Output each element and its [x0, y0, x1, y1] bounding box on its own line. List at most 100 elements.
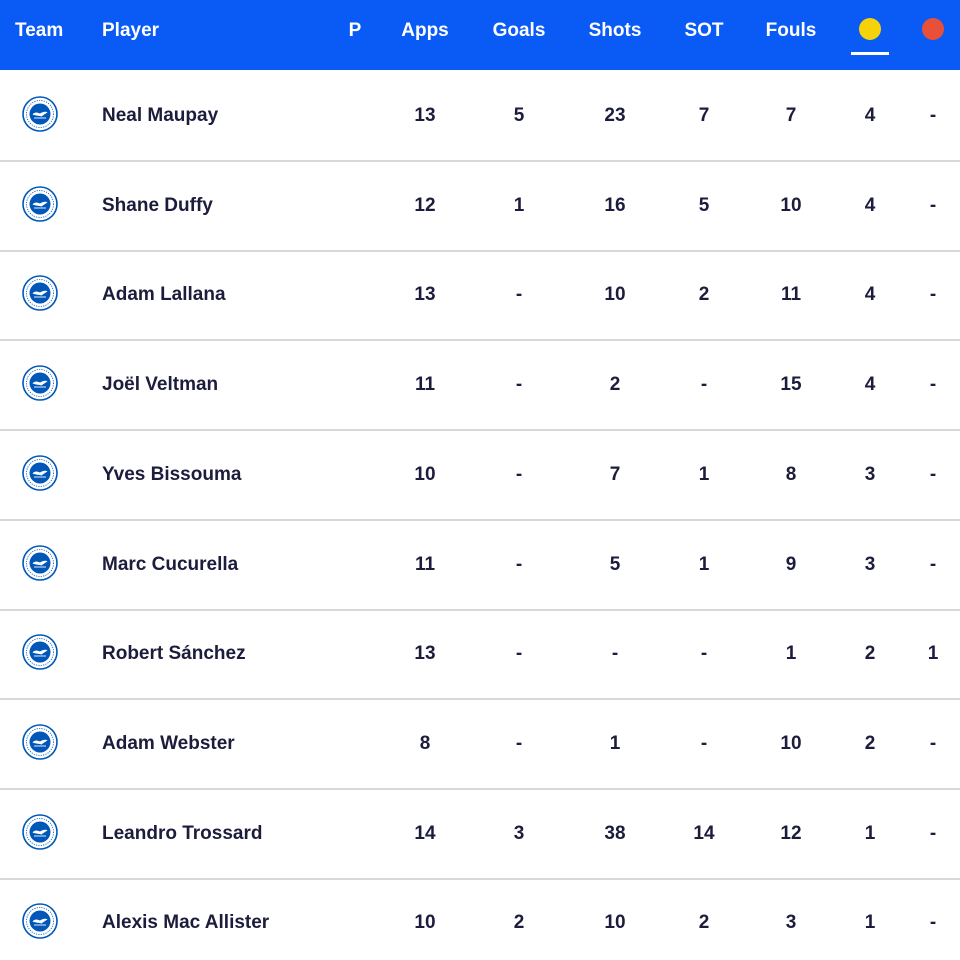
fouls-value: 10: [780, 195, 802, 216]
fouls-value: 15: [780, 374, 802, 395]
player-name[interactable]: Leandro Trossard: [102, 823, 263, 844]
goals-value: -: [515, 464, 523, 485]
apps-value: 14: [414, 823, 436, 844]
sot-value: 5: [698, 195, 710, 216]
column-header-player[interactable]: Player: [102, 20, 160, 41]
sot-value: -: [700, 643, 708, 664]
brighton-crest-icon: [22, 545, 58, 581]
shots-value: 23: [604, 105, 626, 126]
apps-value: 10: [414, 464, 436, 485]
table-row: Neal Maupay 13 5 23 7 7 4 -: [0, 71, 960, 162]
table-row: Yves Bissouma 10 - 7 1 8 3 -: [0, 430, 960, 521]
shots-value: 38: [604, 823, 626, 844]
column-header-red-cards[interactable]: [910, 0, 956, 62]
table-row: Adam Lallana 13 - 10 2 11 4 -: [0, 250, 960, 341]
column-header-apps[interactable]: Apps: [401, 20, 449, 41]
goals-value: -: [515, 374, 523, 395]
fouls-value: 9: [785, 554, 797, 575]
apps-value: 13: [414, 105, 436, 126]
sot-value: 14: [693, 823, 715, 844]
yellow-cards-value: 2: [864, 733, 876, 754]
player-name[interactable]: Robert Sánchez: [102, 643, 246, 664]
player-name[interactable]: Neal Maupay: [102, 105, 219, 126]
team-cell: [22, 250, 58, 339]
player-name[interactable]: Yves Bissouma: [102, 464, 242, 485]
column-header-shots[interactable]: Shots: [588, 20, 642, 41]
column-header-goals[interactable]: Goals: [492, 20, 546, 41]
goals-value: 5: [513, 105, 525, 126]
table-row: Robert Sánchez 13 - - - 1 2 1: [0, 609, 960, 700]
team-cell: [22, 161, 58, 250]
red-cards-value: -: [929, 823, 937, 844]
sot-value: 2: [698, 912, 710, 933]
player-name[interactable]: Marc Cucurella: [102, 554, 239, 575]
brighton-crest-icon: [22, 634, 58, 670]
goals-value: -: [515, 733, 523, 754]
team-cell: [22, 789, 58, 878]
player-name[interactable]: Joël Veltman: [102, 374, 219, 395]
team-cell: [22, 71, 58, 160]
yellow-cards-value: 4: [864, 374, 876, 395]
table-row: Marc Cucurella 11 - 5 1 9 3 -: [0, 520, 960, 611]
fouls-value: 3: [785, 912, 797, 933]
player-name[interactable]: Alexis Mac Allister: [102, 912, 270, 933]
brighton-crest-icon: [22, 455, 58, 491]
yellow-cards-value: 2: [864, 643, 876, 664]
player-name[interactable]: Shane Duffy: [102, 195, 213, 216]
team-cell: [22, 699, 58, 788]
table-row: Leandro Trossard 14 3 38 14 12 1 -: [0, 789, 960, 880]
red-cards-value: -: [929, 554, 937, 575]
table-row: Shane Duffy 12 1 16 5 10 4 -: [0, 161, 960, 252]
column-header-yellow-cards[interactable]: [845, 0, 895, 62]
red-cards-value: -: [929, 464, 937, 485]
player-name[interactable]: Adam Webster: [102, 733, 235, 754]
player-name[interactable]: Adam Lallana: [102, 284, 226, 305]
brighton-crest-icon: [22, 814, 58, 850]
sot-value: 1: [698, 464, 710, 485]
yellow-cards-value: 4: [864, 105, 876, 126]
team-cell: [22, 878, 58, 960]
column-header-fouls[interactable]: Fouls: [765, 20, 817, 41]
brighton-crest-icon: [22, 186, 58, 222]
table-row: Adam Webster 8 - 1 - 10 2 -: [0, 699, 960, 790]
column-header-p[interactable]: P: [348, 20, 362, 41]
apps-value: 11: [414, 374, 436, 395]
brighton-crest-icon: [22, 903, 58, 939]
table-row: Alexis Mac Allister 10 2 10 2 3 1 -: [0, 878, 960, 960]
shots-value: 5: [609, 554, 621, 575]
goals-value: -: [515, 643, 523, 664]
shots-value: 2: [609, 374, 621, 395]
shots-value: 10: [604, 284, 626, 305]
shots-value: 16: [604, 195, 626, 216]
goals-value: 3: [513, 823, 525, 844]
yellow-cards-value: 3: [864, 554, 876, 575]
red-card-icon: [922, 18, 944, 41]
brighton-crest-icon: [22, 96, 58, 132]
sot-value: -: [700, 733, 708, 754]
apps-value: 11: [414, 554, 436, 575]
team-cell: [22, 340, 58, 429]
team-cell: [22, 520, 58, 609]
fouls-value: 8: [785, 464, 797, 485]
yellow-cards-value: 4: [864, 284, 876, 305]
shots-value: 7: [609, 464, 621, 485]
yellow-cards-value: 4: [864, 195, 876, 216]
team-cell: [22, 609, 58, 698]
apps-value: 8: [419, 733, 431, 754]
sot-value: 1: [698, 554, 710, 575]
red-cards-value: 1: [927, 643, 939, 664]
table-header: Team Player P Apps Goals Shots SOT Fouls: [0, 0, 960, 70]
red-cards-value: -: [929, 284, 937, 305]
team-cell: [22, 430, 58, 519]
goals-value: 2: [513, 912, 525, 933]
fouls-value: 1: [785, 643, 797, 664]
red-cards-value: -: [929, 374, 937, 395]
column-header-team[interactable]: Team: [15, 20, 64, 41]
column-header-sot[interactable]: SOT: [684, 20, 724, 41]
fouls-value: 7: [785, 105, 797, 126]
apps-value: 10: [414, 912, 436, 933]
fouls-value: 10: [780, 733, 802, 754]
sot-value: -: [700, 374, 708, 395]
yellow-cards-value: 3: [864, 464, 876, 485]
goals-value: -: [515, 284, 523, 305]
